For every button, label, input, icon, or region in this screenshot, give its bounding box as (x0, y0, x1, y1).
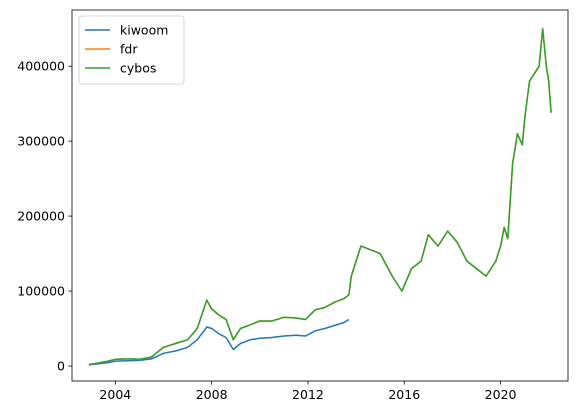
y-tick-label: 400000 (17, 59, 65, 74)
x-tick-label: 2016 (388, 387, 420, 402)
x-tick-label: 2012 (292, 387, 324, 402)
legend: kiwoom fdr cybos (78, 15, 185, 85)
legend-label-cybos: cybos (120, 61, 156, 76)
plot-frame (71, 9, 569, 382)
x-tick-label: 2004 (99, 387, 131, 402)
legend-label-kiwoom: kiwoom (120, 23, 168, 38)
series-layer (88, 27, 552, 366)
y-tick-label: 200000 (17, 209, 65, 224)
x-tick-label: 2020 (485, 387, 517, 402)
x-axis: 2004 2008 2012 2016 2020 (99, 381, 517, 402)
legend-frame (78, 15, 185, 85)
series-line-cybos (88, 27, 552, 366)
x-tick-label: 2008 (196, 387, 228, 402)
y-axis: 0 100000 200000 300000 400000 (17, 59, 72, 374)
y-tick-label: 0 (57, 359, 65, 374)
y-tick-label: 300000 (17, 134, 65, 149)
legend-label-fdr: fdr (120, 42, 138, 57)
y-tick-label: 100000 (17, 284, 65, 299)
series-line-kiwoom (88, 318, 350, 366)
